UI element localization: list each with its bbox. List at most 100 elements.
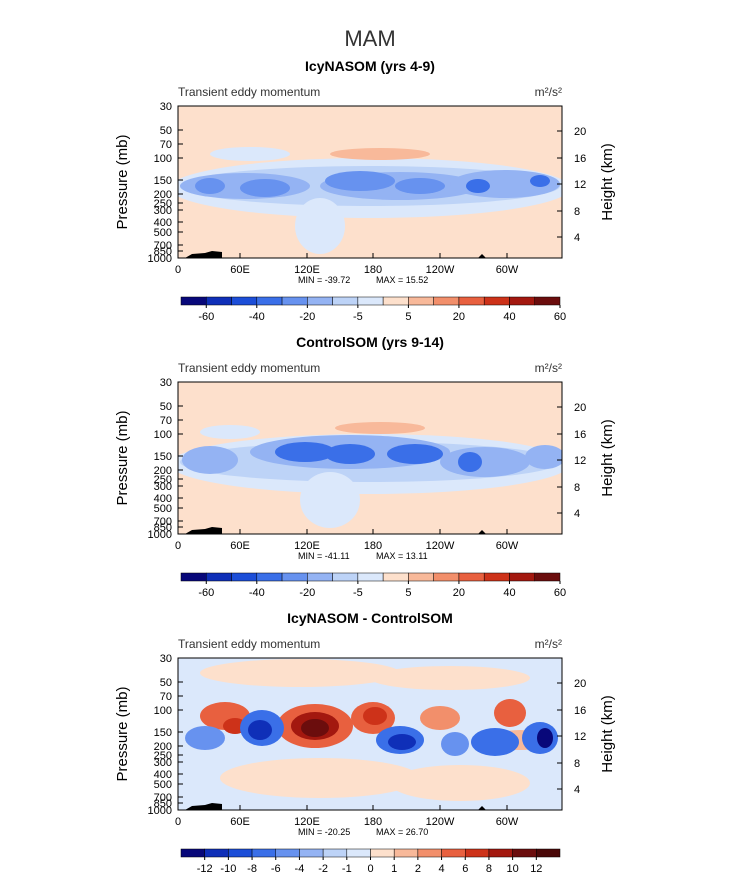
x-tick-label: 180 [364, 540, 382, 552]
colorbar-swatch [509, 572, 535, 582]
min-label: MIN = -41.11 [298, 551, 350, 561]
colorbar-swatch [206, 296, 232, 306]
topography-shape [185, 251, 222, 258]
colorbar-label: -6 [271, 863, 281, 872]
colorbar-label: -8 [247, 863, 257, 872]
field-contour [471, 728, 519, 756]
colorbar-swatch [534, 572, 561, 582]
max-label: MAX = 13.11 [376, 551, 428, 561]
min-label: MIN = -39.72 [298, 275, 350, 285]
x-tick-label: 120W [426, 540, 455, 552]
y-right-tick-label: 16 [574, 153, 586, 165]
plot-frame [177, 657, 563, 811]
y-left-tick-label: 250 [154, 750, 172, 762]
colorbar-swatch [206, 572, 232, 582]
field-contour [530, 175, 550, 187]
y-right-tick-label: 16 [574, 705, 586, 717]
field-contour [182, 446, 238, 474]
colorbar-label: 40 [503, 587, 515, 599]
field-contour [200, 425, 260, 439]
colorbar-label: -10 [220, 863, 236, 872]
colorbar-swatch [228, 848, 253, 858]
units-label: m²/s² [535, 637, 562, 651]
field-contour [441, 732, 469, 756]
topography-shape [185, 803, 222, 810]
colorbar-swatch [180, 296, 207, 306]
colorbar-swatch [488, 848, 513, 858]
y-left-tick-label: 400 [154, 217, 172, 229]
y-left-tick-label: 850 [154, 798, 172, 810]
field-contour [440, 447, 530, 477]
panel-2: ControlSOM (yrs 9-14) Transient eddy mome… [114, 334, 616, 599]
field-contour [325, 171, 395, 191]
y-left-tick-label: 150 [154, 727, 172, 739]
colorbar-label: 0 [367, 863, 373, 872]
colorbar-swatch [512, 848, 537, 858]
y-left-tick-label: 200 [154, 465, 172, 477]
colorbar-swatch [299, 848, 324, 858]
plot-frame [177, 105, 563, 259]
colorbar-swatch [180, 848, 205, 858]
colorbar-label: -40 [249, 587, 265, 599]
colorbar-swatch [357, 572, 384, 582]
colorbar-label: -5 [353, 311, 363, 323]
field-contour [466, 179, 490, 193]
panel-subtitle: Transient eddy momentum [178, 85, 320, 99]
y-right-tick-label: 12 [574, 731, 586, 743]
colorbar-swatch [180, 572, 207, 582]
colorbar-swatch [307, 296, 333, 306]
colorbar-label: 20 [453, 587, 465, 599]
y-right-tick-label: 12 [574, 179, 586, 191]
y-left-tick-label: 300 [154, 481, 172, 493]
colorbar-swatch [322, 848, 348, 858]
min-label: MIN = -20.25 [298, 827, 350, 837]
colorbar-swatch [408, 296, 434, 306]
field-contour [210, 147, 290, 161]
colorbar-swatch [332, 572, 359, 582]
colorbar: -60 -40 -20 -5 5 20 40 60 [180, 572, 566, 599]
x-tick-label: 60W [496, 540, 519, 552]
y-left-axis-title: Pressure (mb) [114, 134, 131, 229]
y-left-tick-label: 70 [160, 691, 172, 703]
x-tick-label: 60W [496, 816, 519, 828]
x-tick-label: 180 [364, 264, 382, 276]
y-right-tick-label: 12 [574, 455, 586, 467]
colorbar-swatch [231, 296, 258, 306]
colorbar-swatch [357, 296, 384, 306]
colorbar-label: 1 [391, 863, 397, 872]
colorbar-swatch [281, 296, 308, 306]
y-left-tick-label: 300 [154, 757, 172, 769]
panel-subtitle: Transient eddy momentum [178, 361, 320, 375]
colorbar-swatch [483, 572, 510, 582]
topography-shape [185, 527, 222, 534]
field-contour [220, 758, 420, 798]
colorbar-label: -40 [249, 311, 265, 323]
y-left-tick-label: 700 [154, 516, 172, 528]
colorbar-swatch [458, 572, 485, 582]
y-right-axis-title: Height (km) [599, 695, 616, 773]
field-contour [248, 720, 272, 740]
field-contour [275, 442, 335, 462]
y-left-tick-label: 700 [154, 792, 172, 804]
colorbar-swatch [536, 848, 561, 858]
colorbar-swatch [281, 572, 308, 582]
colorbar-swatch [534, 296, 561, 306]
colorbar-label: 20 [453, 311, 465, 323]
colorbar-swatch [433, 296, 460, 306]
x-tick-label: 180 [364, 816, 382, 828]
y-left-tick-label: 30 [160, 653, 172, 665]
field-layer [178, 106, 562, 258]
y-right-axis-title: Height (km) [599, 143, 616, 221]
x-tick-label: 120E [294, 816, 320, 828]
colorbar-swatch [231, 572, 258, 582]
topography-shape [478, 254, 486, 258]
colorbar-label: 6 [462, 863, 468, 872]
plot-frame [177, 381, 563, 535]
colorbar-label: -60 [198, 587, 214, 599]
colorbar-label: -2 [318, 863, 328, 872]
colorbar-swatch [441, 848, 466, 858]
field-contour [420, 706, 460, 730]
colorbar-swatch [417, 848, 442, 858]
